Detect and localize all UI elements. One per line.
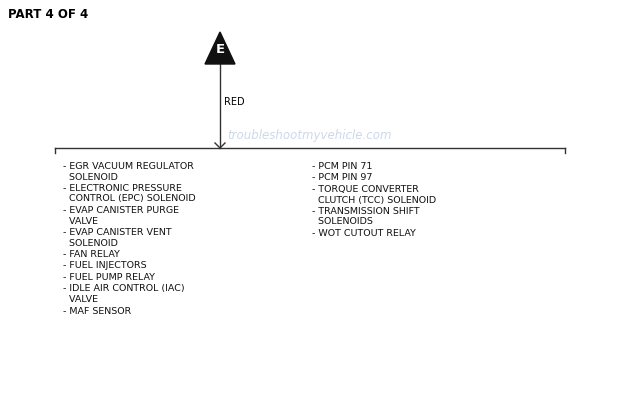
Text: RED: RED — [224, 97, 245, 107]
Text: - FUEL PUMP RELAY: - FUEL PUMP RELAY — [63, 273, 155, 282]
Text: - FUEL INJECTORS: - FUEL INJECTORS — [63, 262, 146, 270]
Text: SOLENOID: SOLENOID — [63, 238, 118, 248]
Text: - PCM PIN 71: - PCM PIN 71 — [312, 162, 373, 171]
Text: - EVAP CANISTER VENT: - EVAP CANISTER VENT — [63, 228, 172, 237]
Text: VALVE: VALVE — [63, 216, 98, 226]
Text: - PCM PIN 97: - PCM PIN 97 — [312, 174, 373, 182]
Text: - TORQUE CONVERTER: - TORQUE CONVERTER — [312, 185, 419, 194]
Text: - TRANSMISSION SHIFT: - TRANSMISSION SHIFT — [312, 207, 420, 216]
Text: - IDLE AIR CONTROL (IAC): - IDLE AIR CONTROL (IAC) — [63, 284, 185, 294]
Text: SOLENOID: SOLENOID — [63, 172, 118, 182]
Text: PART 4 OF 4: PART 4 OF 4 — [8, 8, 88, 21]
Text: - EGR VACUUM REGULATOR: - EGR VACUUM REGULATOR — [63, 162, 194, 171]
Text: troubleshootmyvehicle.com: troubleshootmyvehicle.com — [227, 129, 391, 142]
Text: CLUTCH (TCC) SOLENOID: CLUTCH (TCC) SOLENOID — [312, 196, 436, 204]
Text: - EVAP CANISTER PURGE: - EVAP CANISTER PURGE — [63, 206, 179, 215]
Text: SOLENOIDS: SOLENOIDS — [312, 218, 373, 226]
Text: CONTROL (EPC) SOLENOID: CONTROL (EPC) SOLENOID — [63, 194, 196, 204]
Text: - MAF SENSOR: - MAF SENSOR — [63, 306, 131, 316]
Text: - WOT CUTOUT RELAY: - WOT CUTOUT RELAY — [312, 229, 416, 238]
Text: - ELECTRONIC PRESSURE: - ELECTRONIC PRESSURE — [63, 184, 182, 193]
Text: VALVE: VALVE — [63, 295, 98, 304]
Polygon shape — [205, 32, 235, 64]
Text: - FAN RELAY: - FAN RELAY — [63, 250, 120, 259]
Text: E: E — [216, 43, 224, 56]
